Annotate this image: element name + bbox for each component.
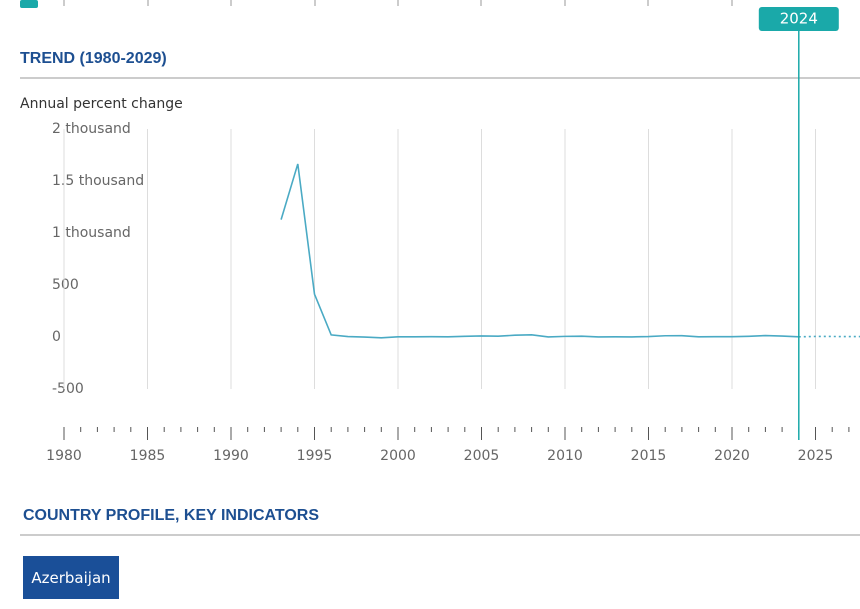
y-tick-label: 2 thousand — [52, 121, 131, 137]
y-tick-label: 0 — [52, 329, 61, 345]
top-ticks — [63, 0, 733, 6]
year-marker-box — [758, 7, 839, 31]
data-line — [280, 163, 799, 339]
x-tick-label: 2020 — [714, 448, 750, 464]
x-tick-label: 2010 — [547, 448, 583, 464]
play-icon[interactable] — [20, 0, 38, 8]
y-tick-label: 500 — [52, 277, 79, 293]
y-tick-label: 1.5 thousand — [52, 173, 144, 189]
section-title: TREND (1980-2029) — [20, 50, 167, 67]
x-tick-label: 2025 — [798, 448, 834, 464]
x-tick-label: 1980 — [46, 448, 82, 464]
x-tick-label: 2000 — [380, 448, 416, 464]
y-tick-label: -500 — [52, 381, 84, 397]
x-tick-label: 1990 — [213, 448, 249, 464]
x-tick-label: 2015 — [631, 448, 667, 464]
y-tick-label: 1 thousand — [52, 225, 131, 241]
x-tick-label: 1985 — [130, 448, 166, 464]
year-marker-label: 2024 — [780, 10, 818, 28]
x-tick-label: 1995 — [297, 448, 333, 464]
section-title: COUNTRY PROFILE, KEY INDICATORS — [23, 507, 319, 524]
x-tick-label: 2005 — [464, 448, 500, 464]
country-button[interactable]: Azerbaijan — [23, 556, 119, 599]
y-axis-label: Annual percent change — [20, 96, 183, 112]
